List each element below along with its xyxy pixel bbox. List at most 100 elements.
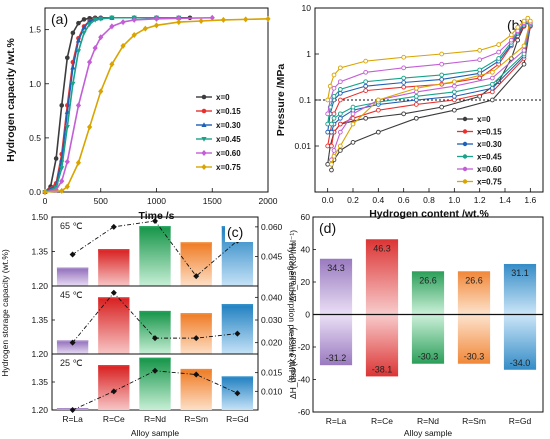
data-point [92,17,98,23]
x-tick-label: 1.6 [524,195,536,205]
panel-label: (c) [227,224,243,240]
data-point [327,83,333,89]
bar-R=Nd [139,226,171,286]
data-point [350,140,356,145]
y2-tick-label: 0.040 [261,292,283,302]
pressure-point [152,367,158,374]
legend-marker [201,122,207,127]
bar-des-R=Sm [457,314,491,364]
x-tick-label: 0.2 [347,195,359,205]
bar-R=Sm [180,242,212,286]
series-line-x=0.45 [44,16,179,193]
legend-marker [201,108,207,114]
data-point [489,97,495,103]
legend-label: x=0.15 [477,128,502,137]
data-point [87,22,93,28]
bar-top-R=Ce [98,249,130,251]
bar-top-R=La [56,267,89,270]
y-tick-label: 1.35 [31,247,48,257]
x-tick-label: 1.4 [499,195,511,205]
x-tick-label: 1.0 [448,195,460,205]
data-point [76,20,81,26]
data-point [337,148,343,153]
data-point [153,22,160,29]
y-tick-label: 0.1 [299,95,311,105]
data-point [337,129,343,135]
bar-des-label: -30.3 [464,352,485,362]
legend-label: x=0.45 [216,135,241,144]
bar-top-R=Sm [180,242,212,244]
series-line-x=0.60 [44,16,213,193]
data-point [496,56,502,61]
data-point [337,97,343,103]
legend-marker [462,116,468,122]
data-point [64,183,70,190]
data-point [209,14,215,21]
data-point [363,88,369,93]
bar-des-R=Ce [365,314,399,377]
data-point [81,24,87,30]
data-point [477,57,483,63]
data-point [451,83,457,89]
data-point [81,17,87,22]
data-point [337,90,343,96]
pressure-point [69,251,76,258]
y-tick-label: 0.0 [29,187,41,197]
x-axis-label: Hydrogen content /wt.% [369,208,489,220]
bar-R=La [56,340,89,354]
data-point [265,15,271,22]
pressure-point [234,390,241,397]
data-point [220,16,226,23]
data-point [413,85,419,91]
data-point [198,17,204,24]
legend-label: x=0.60 [477,165,502,174]
data-point [489,81,495,87]
y2-tick-label: 0.015 [261,368,283,378]
bar-abs-R=Ce [365,239,399,315]
panel-label-bg [225,222,255,242]
x-axis-label: Alloy sample [131,428,179,438]
bar-abs-label: 26.6 [419,275,437,285]
data-point [439,61,445,67]
legend-label: x=0.75 [477,178,502,187]
data-point [329,121,334,127]
data-point [325,143,331,149]
data-point [350,121,356,127]
bar-des-label: -34.0 [510,358,531,368]
panel-d-chart: -60 -40 -20 0 20 40 60 34.3 46.3 26.6 26.6 31.1 -31.… [288,212,544,438]
x-tick-label: 2000 [259,196,278,206]
data-point [243,16,249,23]
data-point [120,42,126,49]
temperature-label: 25 ℃ [60,358,83,368]
pressure-point [110,388,117,395]
data-point [527,18,533,24]
data-point [401,65,407,71]
series-line-x=0.60 [327,19,531,160]
panel-label: (a) [51,11,68,27]
data-point [59,103,65,108]
bar-abs-label: 46.3 [373,243,391,253]
temperature-label: 45 ℃ [60,290,83,300]
data-point [325,97,331,103]
data-point [325,111,331,117]
x-tick-label: 0 [43,196,48,206]
bar-des-R=Nd [411,314,445,364]
data-point [413,94,419,99]
data-point [363,79,369,85]
data-point [109,61,115,68]
data-point [59,166,65,171]
y2-axis-label: Hydrogen absorption pressure (MPa) [287,243,297,383]
y-tick-label: 1.35 [31,315,48,325]
pressure-point [234,330,241,337]
bar-abs-label: 26.6 [465,275,483,285]
panel-a-chart: 0 500 1000 1500 2000 0.0 0.5 1.0 1.5 Time /s Hydro… [5,7,278,222]
data-point [337,121,343,127]
category-label: R=Gd [226,414,249,424]
data-point [451,94,457,99]
bar-R=Ce [98,365,130,410]
data-point [87,124,93,131]
data-point [331,72,337,78]
data-point [508,32,514,38]
data-point [142,25,148,32]
data-point [401,80,407,85]
